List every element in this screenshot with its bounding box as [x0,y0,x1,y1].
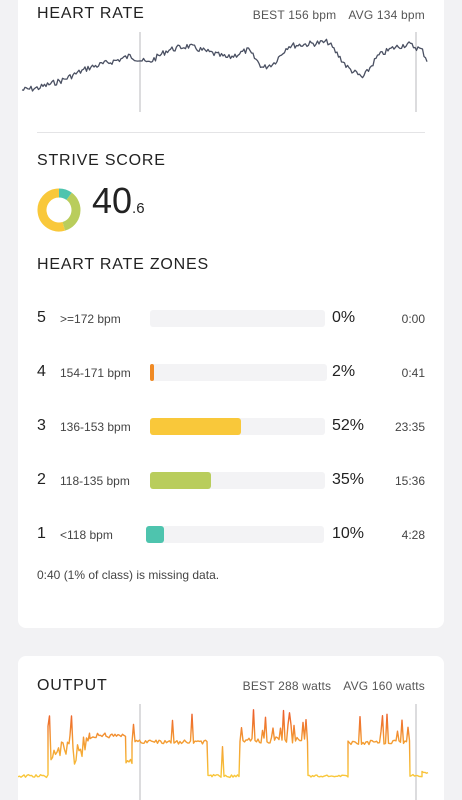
zone-percent: 2% [332,363,356,380]
zone-row-4: 4 154-171 bpm 2% 0:41 [18,361,444,385]
heart-rate-chart[interactable] [18,28,444,118]
strive-score-value: 40.6 [92,180,145,222]
zone-range: 154-171 bpm [60,366,131,380]
heart-rate-stats: BEST 156 bpm AVG 134 bpm [253,8,425,22]
missing-data-note: 0:40 (1% of class) is missing data. [37,568,220,582]
zone-time: 15:36 [394,474,425,488]
zone-number: 5 [37,309,46,326]
output-title: OUTPUT [37,677,108,694]
zone-bar-track [150,364,327,381]
zone-percent: 10% [332,525,365,542]
zone-range: >=172 bpm [60,312,121,326]
zone-range: <118 bpm [60,528,113,542]
section-divider [37,132,425,133]
zone-bar-fill [146,526,164,543]
heart-rate-line [21,38,428,92]
output-line [18,709,429,779]
zone-time: 0:41 [401,366,425,380]
zone-number: 1 [37,525,46,542]
zone-range: 136-153 bpm [60,420,131,434]
output-avg: AVG 160 watts [343,679,425,693]
output-chart[interactable] [18,700,444,800]
zone-number: 3 [37,417,46,434]
zone-row-2: 2 118-135 bpm 35% 15:36 [18,469,444,493]
zone-bar-track [150,472,325,489]
zone-time: 23:35 [394,420,425,434]
strive-score-title: STRIVE SCORE [37,152,166,169]
heart-rate-title: HEART RATE [37,5,145,22]
strive-score-ring [37,188,81,232]
zone-time: 0:00 [401,312,425,326]
heart-rate-avg: AVG 134 bpm [348,8,425,22]
zone-row-5: 5 >=172 bpm 0% 0:00 [18,307,444,331]
strive-score-decimal: .6 [132,200,145,217]
output-card: OUTPUT BEST 288 watts AVG 160 watts [18,656,444,800]
workout-summary-card: HEART RATE BEST 156 bpm AVG 134 bpm STRIV… [18,0,444,628]
output-best: BEST 288 watts [242,679,332,693]
zone-time: 4:28 [401,528,425,542]
zone-bar-track [146,526,324,543]
zone-number: 2 [37,471,46,488]
zone-percent: 52% [332,417,365,434]
zone-row-1: 1 <118 bpm 10% 4:28 [18,523,444,547]
zone-range: 118-135 bpm [60,474,130,488]
heart-rate-best: BEST 156 bpm [252,8,337,22]
zone-bar-fill [150,364,154,381]
zone-number: 4 [37,363,46,380]
zone-row-3: 3 136-153 bpm 52% 23:35 [18,415,444,439]
zone-bar-fill [150,418,241,435]
hr-zones-title: HEART RATE ZONES [37,256,209,273]
output-stats: BEST 288 watts AVG 160 watts [243,679,425,693]
zone-bar-fill [150,472,212,489]
zone-percent: 0% [332,309,356,326]
strive-score-int: 40 [92,180,133,221]
zone-bar-track [150,310,325,327]
zone-percent: 35% [332,471,365,488]
zone-bar-track [150,418,325,435]
